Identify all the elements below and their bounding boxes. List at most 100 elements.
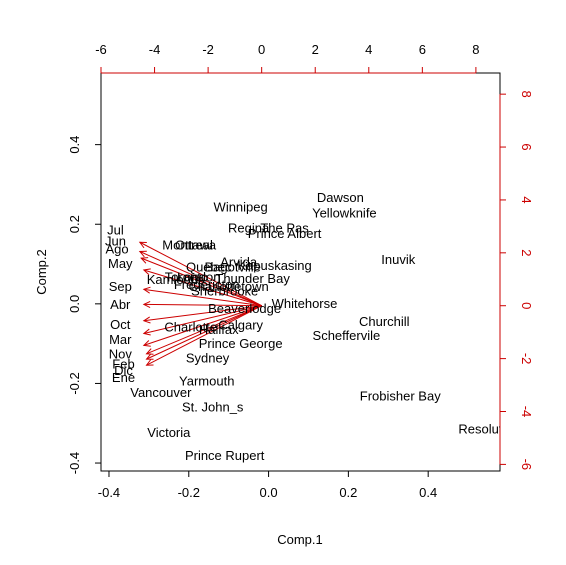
point-label: Resolute [458,421,509,436]
top-tick-label: 6 [419,42,426,57]
top-tick-label: 8 [472,42,479,57]
arrow-oct [143,305,262,322]
arrow-head [140,257,149,264]
arrow-label: Dic [114,363,133,378]
arrow-head [138,241,147,249]
point-label: Fredericton [174,277,240,292]
point-label: Churchill [359,314,410,329]
arrow-label: Feb [112,356,134,371]
arrow-label: Jun [105,234,126,249]
x-tick-label: -0.2 [178,485,200,500]
top-tick-label: -2 [202,42,214,57]
point-label: Beaverlodge [208,301,281,316]
arrow-jul [139,241,262,307]
arrow-head [138,250,147,258]
arrow-head [142,316,151,324]
x-tick-label: 0.2 [339,485,357,500]
point-label: Calgary [218,318,263,333]
point-label: Ottawa [175,238,217,253]
point-label: Kamloops [147,272,205,287]
point-label: Quebec [186,259,232,274]
point-label: Prince Rupert [185,448,265,463]
right-tick-label: 0 [519,302,534,309]
point-label: Montreal [162,238,213,253]
point-label: Prince Albert [248,226,322,241]
point-label: Thunder Bay [215,271,290,286]
point-label: Toronto [165,269,208,284]
arrow-label: Ene [112,370,135,385]
arrow-label: Abr [110,297,131,312]
y-tick-label: 0.2 [67,215,82,233]
right-axis: -6 -4 -2 0 2 4 6 8 [499,91,534,471]
point-label: Inuvik [381,252,415,267]
point-label: Vancouver [130,385,192,400]
arrow-label: Mar [109,332,132,347]
point-label: Kapuskasing [237,258,311,273]
y-tick-label: -0.4 [67,452,82,474]
top-tick-label: -4 [149,42,161,57]
arrow-nov [143,305,262,346]
arrow-head [142,328,151,336]
y-tick-label: 0.0 [67,295,82,313]
right-tick-label: 6 [519,143,534,150]
x-tick-label: 0.0 [260,485,278,500]
right-tick-label: -2 [519,353,534,365]
right-tick-label: -4 [519,406,534,418]
bottom-axis: -0.4 -0.2 0.0 0.2 0.4 [98,470,437,500]
y-tick-label: -0.2 [67,372,82,394]
arrow-label: Ago [105,242,128,257]
arrow-jun [139,251,262,307]
point-label: Sherbrooke [191,284,258,299]
arrow-head [142,340,151,347]
point-label: Halifax [199,322,239,337]
x-tick-label: -0.4 [98,485,120,500]
y-tick-label: 0.4 [67,136,82,154]
arrow-label: Nov [109,346,133,361]
arrow-feb [146,305,262,355]
point-label: Frobisher Bay [360,388,441,403]
left-axis: -0.4 -0.2 0.0 0.2 0.4 [67,136,102,474]
arrow-head [145,353,154,360]
arrow-ago [140,257,262,307]
top-tick-label: 4 [365,42,372,57]
arrow-label: Oct [110,317,131,332]
arrow-label: Sep [109,279,132,294]
point-label: Scheffervile [313,328,381,343]
point-label: Prince George [199,336,283,351]
right-tick-label: -6 [519,459,534,471]
arrow-head [145,359,154,366]
arrow-head [142,268,151,276]
point-label: Whitehorse [272,296,338,311]
point-label: London [177,269,220,284]
arrow-label: May [108,256,133,271]
point-label: Sydney [186,351,230,366]
point-label: Charlotte [164,320,217,335]
arrow-label: Jul [107,223,124,238]
top-tick-label: 0 [258,42,265,57]
x-axis-label: Comp.1 [277,532,323,547]
right-tick-label: 2 [519,249,534,256]
point-label: Charlottetown [189,279,269,294]
point-label: Winnipeg [214,200,268,215]
y-axis-label: Comp.2 [34,249,49,295]
point-label: Arvida [220,255,258,270]
point-label: Victoria [147,425,191,440]
top-axis: -6 -4 -2 0 2 4 6 8 [95,42,480,74]
arrow-head [142,286,151,294]
top-tick-label: 2 [312,42,319,57]
top-tick-label: -6 [95,42,107,57]
x-tick-label: 0.4 [419,485,437,500]
right-tick-label: 4 [519,196,534,203]
arrow-head [142,300,151,308]
point-label: St. John_s [182,400,244,415]
point-label: The Pas [260,220,309,235]
arrow-may [143,269,262,307]
point-label: Regina [228,220,270,235]
point-label: Bagotville [204,259,260,274]
point-label: Yarmouth [179,374,234,389]
arrow-ene [146,305,262,366]
arrow-sep [143,288,262,307]
